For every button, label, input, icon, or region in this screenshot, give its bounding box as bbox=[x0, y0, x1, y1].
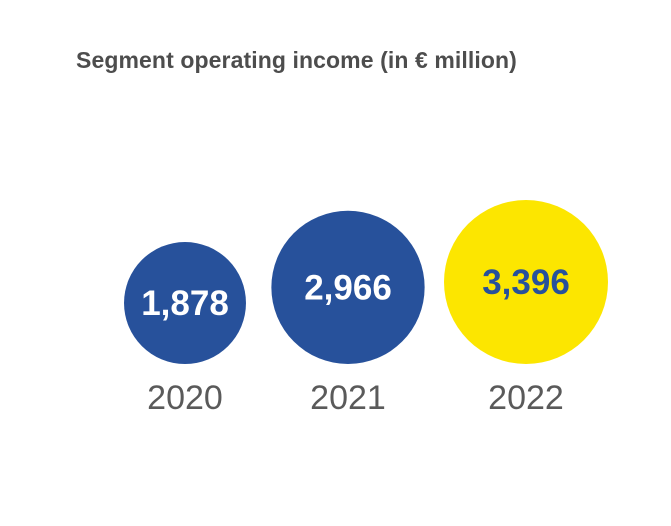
bubble-2022 bbox=[444, 200, 608, 364]
bubble-2020 bbox=[124, 242, 246, 364]
category-label-2020: 2020 bbox=[147, 379, 223, 417]
category-label-2022: 2022 bbox=[488, 379, 564, 417]
bubble-2021 bbox=[271, 210, 425, 364]
value-label-2021: 2,966 bbox=[304, 268, 392, 307]
category-label-2021: 2021 bbox=[310, 379, 386, 417]
value-label-2022: 3,396 bbox=[482, 263, 570, 302]
value-label-2020: 1,878 bbox=[141, 284, 229, 323]
chart-title: Segment operating income (in € million) bbox=[76, 47, 517, 73]
